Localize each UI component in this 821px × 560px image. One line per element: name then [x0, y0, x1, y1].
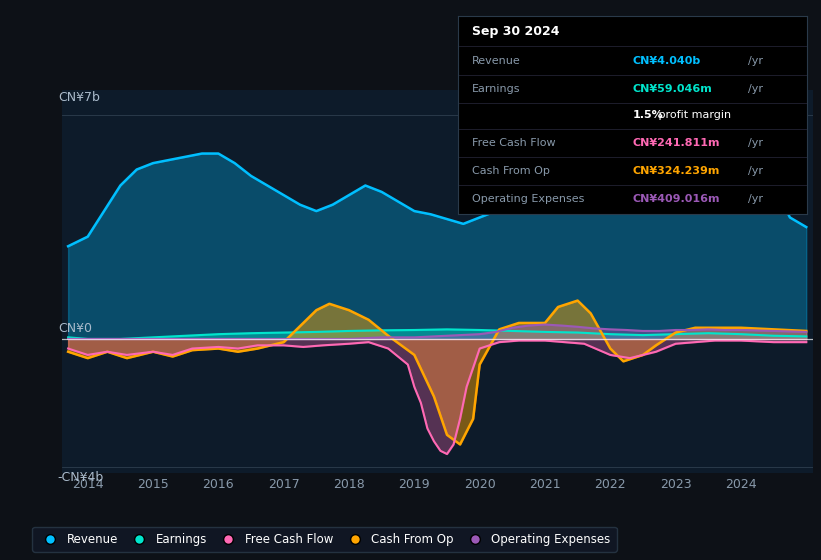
Text: /yr: /yr [748, 166, 763, 176]
Text: CN¥0: CN¥0 [57, 322, 92, 335]
Text: CN¥7b: CN¥7b [57, 91, 99, 104]
Text: Operating Expenses: Operating Expenses [472, 194, 585, 204]
Text: Cash From Op: Cash From Op [472, 166, 550, 176]
Text: Sep 30 2024: Sep 30 2024 [472, 25, 560, 38]
Text: CN¥241.811m: CN¥241.811m [633, 138, 720, 148]
Text: -CN¥4b: -CN¥4b [57, 470, 104, 484]
Text: Earnings: Earnings [472, 84, 521, 94]
Text: CN¥409.016m: CN¥409.016m [633, 194, 720, 204]
Text: CN¥59.046m: CN¥59.046m [633, 84, 713, 94]
Text: CN¥324.239m: CN¥324.239m [633, 166, 720, 176]
Legend: Revenue, Earnings, Free Cash Flow, Cash From Op, Operating Expenses: Revenue, Earnings, Free Cash Flow, Cash … [33, 527, 617, 552]
Text: /yr: /yr [748, 194, 763, 204]
Text: Revenue: Revenue [472, 57, 521, 67]
Text: Free Cash Flow: Free Cash Flow [472, 138, 556, 148]
Text: CN¥4.040b: CN¥4.040b [633, 57, 701, 67]
Text: /yr: /yr [748, 138, 763, 148]
Text: profit margin: profit margin [655, 110, 732, 120]
Text: /yr: /yr [748, 84, 763, 94]
Text: /yr: /yr [748, 57, 763, 67]
Text: 1.5%: 1.5% [633, 110, 663, 120]
